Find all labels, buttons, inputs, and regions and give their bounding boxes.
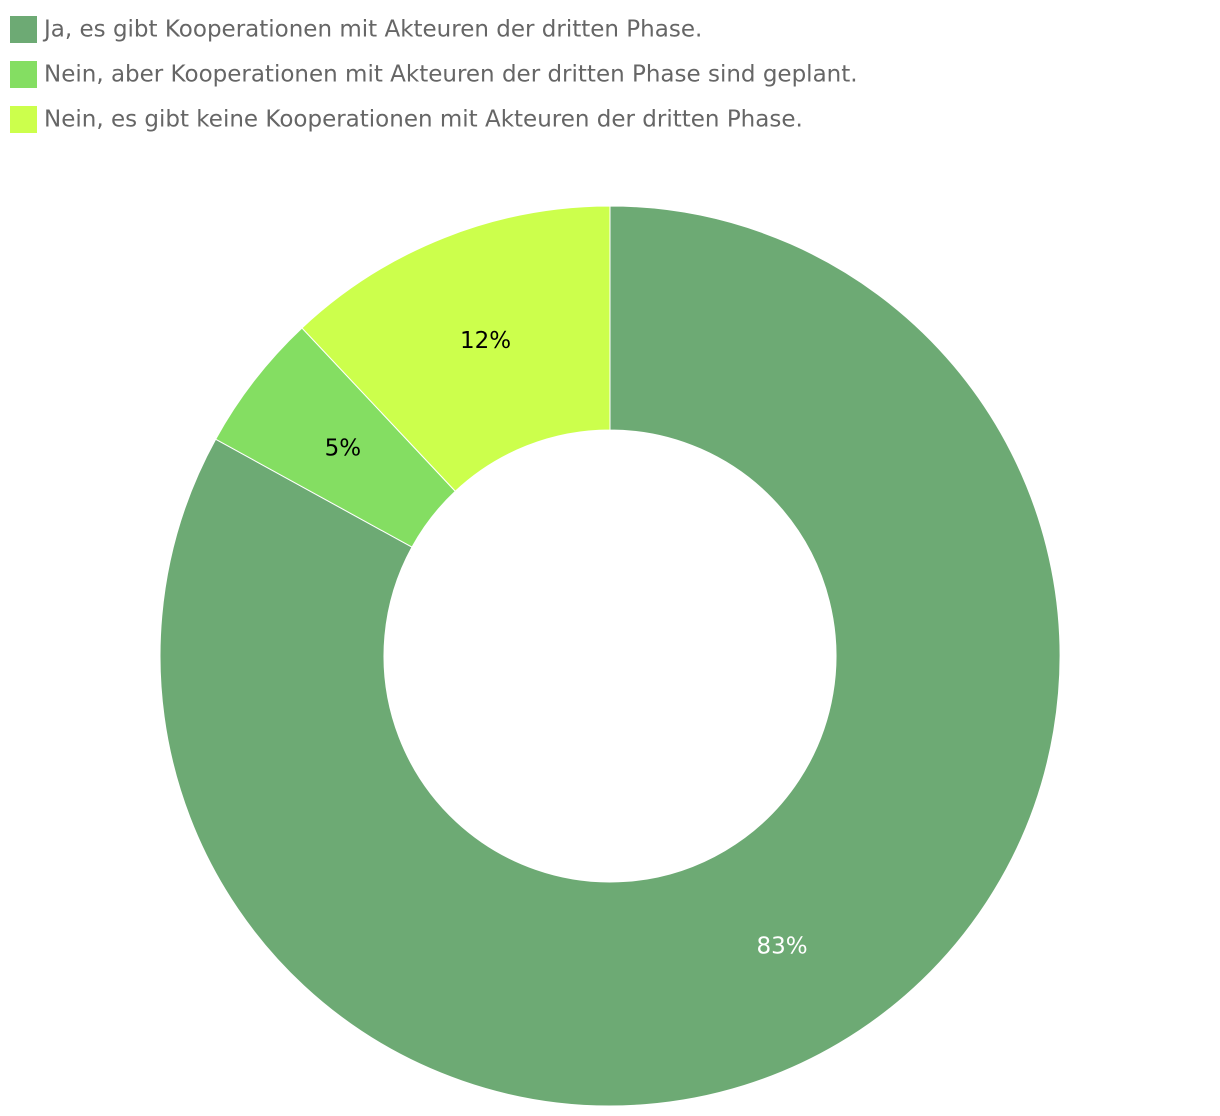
slice [159, 205, 1061, 1107]
legend-label: Nein, aber Kooperationen mit Akteuren de… [44, 62, 858, 88]
slice [301, 205, 611, 492]
value-label: 5% [325, 435, 362, 461]
legend-label: Ja, es gibt Kooperationen mit Akteuren d… [42, 17, 702, 43]
legend-swatch [10, 16, 37, 43]
legend-swatch [10, 61, 37, 88]
legend-swatch [10, 106, 37, 133]
value-label: 12% [460, 328, 511, 354]
legend-label: Nein, es gibt keine Kooperationen mit Ak… [44, 107, 803, 133]
value-label: 83% [756, 933, 807, 959]
